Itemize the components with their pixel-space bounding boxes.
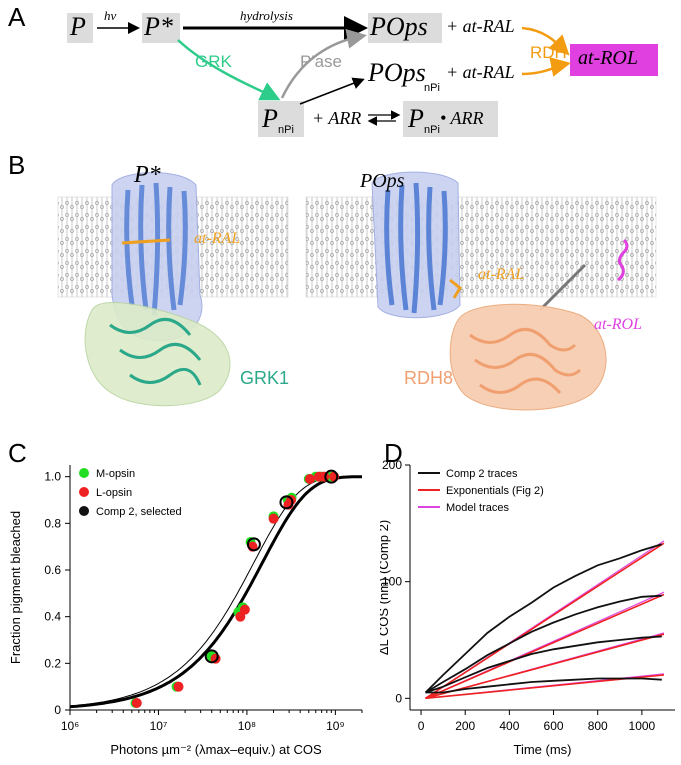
label-at-ral-left: at-RAL: [194, 230, 241, 247]
x-tick-label: 10⁷: [150, 719, 168, 733]
chart-d: 0 200 400 600 800 1000 0 100 200 ΔL COS (nm) (Com…: [380, 458, 675, 757]
y-tick-label: 0.8: [44, 516, 61, 530]
y-tick-label: 0: [395, 691, 402, 705]
scheme-npi-sub-3: nPi: [424, 124, 440, 136]
legend-label: Comp 2 traces: [446, 468, 518, 480]
scheme-pops-npi: POps: [368, 58, 426, 87]
legend-label: L-opsin: [96, 487, 132, 499]
reaction-scheme: [67, 13, 658, 137]
panel-label-d: D: [384, 438, 403, 468]
retinol-molecule: [617, 238, 629, 282]
scheme-pstar: P*: [144, 12, 173, 41]
y-tick-label: 0.4: [44, 610, 61, 624]
data-point: [304, 474, 315, 484]
data-point: [131, 698, 142, 708]
legend-marker: [79, 468, 89, 478]
x-tick-label: 200: [455, 719, 475, 733]
x-axis-label: Time (ms): [513, 742, 571, 757]
grk1-shape: [84, 302, 231, 407]
chart-c: 10⁶ 10⁷ 10⁸ 10⁹ 0 0.2 0.4 0.6 0.8 1.0 Fraction pig…: [8, 465, 363, 757]
scheme-p: P: [70, 12, 86, 41]
fit-curve-thick: [69, 475, 362, 709]
label-at-rol: at-ROL: [594, 316, 642, 333]
label-pops: POps: [360, 170, 405, 192]
scheme-grk: GRK: [195, 52, 232, 71]
helices-left: [124, 182, 188, 316]
y-tick-label: 1.0: [44, 470, 61, 484]
x-tick-label: 400: [499, 719, 519, 733]
x-tick-label: 600: [544, 719, 564, 733]
scheme-hydrolysis: hydrolysis: [240, 8, 293, 23]
scheme-at-ral-2: + at-RAL: [446, 62, 515, 82]
scheme-npi-sub-2: nPi: [278, 124, 294, 136]
y-axis-label: Fraction pigment bleached: [8, 511, 23, 664]
data-point: [279, 495, 294, 510]
exponential-line: [425, 633, 665, 700]
rdh8-ribbons: [469, 327, 582, 394]
comp2-trace: [425, 635, 662, 694]
panel-label-a: A: [8, 2, 26, 32]
y-tick-label: 100: [382, 575, 402, 589]
legend-marker: [79, 506, 89, 516]
rdh8-shape: [449, 303, 607, 411]
scheme-p-npi: P: [262, 104, 278, 133]
x-tick-label: 800: [588, 719, 608, 733]
data-point: [268, 513, 279, 524]
y-axis-label: ΔL COS (nm) (Comp 2): [380, 520, 391, 655]
legend-label: M-opsin: [96, 468, 135, 480]
x-axis-label: Photons µm⁻² (λmax–equiv.) at COS: [110, 742, 322, 757]
scheme-plus-arr: + ARR: [312, 108, 362, 128]
label-grk1: GRK1: [240, 368, 290, 388]
label-rdh8: RDH8: [404, 368, 454, 388]
legend-label: Model traces: [446, 502, 509, 514]
data-point: [246, 537, 261, 552]
scheme-npi-sub: nPi: [424, 82, 440, 94]
grk1-ribbons: [109, 317, 202, 386]
retinal-left: [121, 238, 171, 245]
legend-marker: [79, 487, 89, 497]
legend-label: Comp 2, selected: [96, 506, 182, 518]
scheme-p-npi-arr: P: [408, 104, 424, 133]
scheme-hv: hν: [104, 8, 117, 23]
scheme-pase: P'ase: [300, 52, 342, 71]
data-point: [239, 604, 250, 615]
x-tick-label: 10⁹: [326, 719, 345, 733]
x-tick-label: 10⁸: [238, 719, 256, 733]
x-tick-label: 0: [418, 719, 425, 733]
y-tick-label: 0.2: [44, 656, 61, 670]
data-point: [173, 681, 184, 692]
scheme-rdh: RDH: [530, 43, 567, 62]
scheme-at-rol: at-ROL: [578, 47, 638, 69]
label-pstar: P*: [134, 162, 161, 188]
comp2-trace: [425, 677, 662, 694]
scheme-pops: POps: [370, 12, 428, 41]
panel-label-b: B: [8, 150, 26, 180]
retinal-right: [449, 278, 462, 299]
x-tick-label: 10⁶: [61, 719, 79, 733]
data-point: [324, 469, 339, 484]
helices-right: [384, 182, 448, 314]
exponential-line: [425, 542, 665, 700]
y-tick-label: 0.6: [44, 563, 61, 577]
panel-label-c: C: [8, 438, 27, 468]
structure-illustration: [57, 171, 657, 411]
substrate-path: [538, 263, 587, 312]
scheme-at-ral-1: + at-RAL: [446, 16, 515, 36]
x-tick-label: 1000: [629, 719, 656, 733]
exponential-line: [425, 593, 665, 700]
data-point: [204, 649, 219, 664]
scheme-arr: • ARR: [440, 108, 484, 128]
legend-label: Exponentials (Fig 2): [446, 485, 544, 497]
comp2-trace: [425, 594, 662, 694]
comp2-trace: [424, 543, 663, 694]
y-tick-label: 0: [54, 703, 61, 717]
y-tick-label: 200: [382, 458, 402, 472]
label-at-ral-right: at-RAL: [478, 266, 525, 283]
membrane-right: [305, 196, 657, 298]
